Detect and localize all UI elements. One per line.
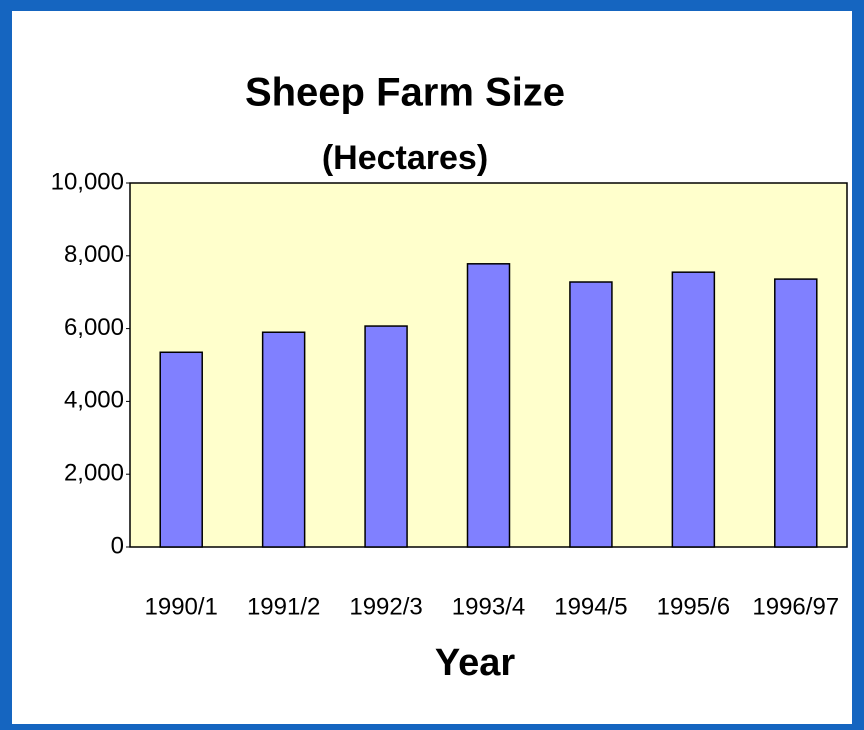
y-tick-label: 10,000 (51, 168, 124, 195)
y-tick-label: 8,000 (64, 241, 124, 268)
bar (774, 278, 818, 548)
chart-title: Sheep Farm Size (245, 71, 565, 115)
x-tick-label: 1996/97 (752, 593, 839, 620)
x-tick-label: 1990/1 (145, 593, 218, 620)
x-tick-label: 1992/3 (349, 593, 422, 620)
x-axis-label: Year (435, 642, 516, 684)
bar (364, 325, 408, 548)
x-tick-label: 1994/5 (554, 593, 627, 620)
y-tick-label: 6,000 (64, 314, 124, 341)
x-tick-label: 1995/6 (657, 593, 730, 620)
bar (261, 331, 306, 548)
chart-subtitle: (Hectares) (322, 139, 488, 177)
y-tick-label: 2,000 (64, 460, 124, 487)
bar (466, 263, 511, 548)
y-tick-label: 0 (111, 532, 124, 559)
bar (569, 281, 613, 548)
x-tick-label: 1991/2 (247, 593, 320, 620)
x-tick-label: 1993/4 (452, 593, 525, 620)
bar (671, 271, 716, 548)
y-tick-label: 4,000 (64, 387, 124, 414)
bar (159, 351, 203, 548)
